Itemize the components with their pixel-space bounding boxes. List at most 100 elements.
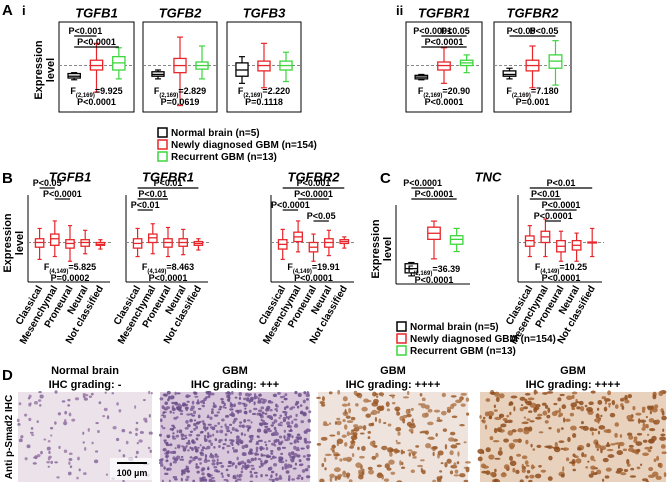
nucleus [346,431,351,437]
nucleus [256,441,259,445]
nucleus [30,427,34,430]
nucleus [307,418,311,423]
nucleus [306,454,311,457]
nucleus [277,392,281,395]
nucleus [17,422,21,426]
nucleus [374,416,378,422]
nucleus [303,430,308,434]
nucleus [199,451,203,455]
nucleus [162,448,167,452]
nucleus [621,405,625,410]
nucleus [238,424,243,428]
significance-label: P<0.0001 [271,200,310,210]
nucleus [287,477,291,482]
nucleus [165,459,169,462]
nucleus [624,399,630,404]
nucleus [290,458,294,463]
nucleus [272,431,275,435]
nucleus [598,425,606,430]
nucleus [654,404,659,409]
nucleus [282,419,286,423]
significance-label: P<0.05 [307,211,336,221]
nucleus [31,434,35,437]
nucleus [626,463,631,467]
nucleus [558,412,564,417]
nucleus [211,454,215,459]
nucleus [56,476,60,479]
nucleus [415,445,420,448]
nucleus [185,420,189,424]
nucleus [562,447,570,451]
nucleus [616,450,624,456]
nucleus [176,444,181,448]
nucleus [523,429,530,435]
nucleus [494,468,497,473]
nucleus [283,429,286,433]
nucleus [572,433,577,438]
stat-df: (2,169) [512,93,531,99]
nucleus [560,473,565,478]
significance-label: P<0.01 [547,178,576,188]
nucleus [166,467,169,471]
nucleus [299,404,303,407]
nucleus [289,407,293,411]
nucleus [279,421,284,424]
nucleus [408,423,416,429]
nucleus [206,435,210,439]
nucleus [642,452,649,456]
nucleus [177,446,181,449]
nucleus [192,410,197,415]
nucleus [244,392,250,397]
nucleus [148,431,153,435]
nucleus [272,413,277,417]
nucleus [444,443,448,450]
nucleus [260,460,263,463]
nucleus [207,473,211,478]
nucleus [506,414,510,418]
nucleus [216,411,221,414]
nucleus [367,466,373,471]
nucleus [562,466,565,472]
nucleus [449,431,456,436]
nucleus [217,421,221,425]
nucleus [249,470,253,474]
nucleus [498,393,505,399]
nucleus [283,406,287,411]
nucleus [395,426,402,432]
stat-df: (4,149) [147,269,166,275]
nucleus [40,450,43,455]
nucleus [353,390,358,395]
nucleus [134,405,137,409]
nucleus [195,463,198,466]
nucleus [274,408,278,411]
nucleus [34,455,38,460]
nucleus [479,415,482,419]
nucleus [586,443,591,448]
nucleus [321,462,325,468]
nucleus [358,474,364,480]
chart-title: TGFBR1 [418,5,470,20]
nucleus [227,398,231,402]
nucleus [341,434,347,438]
significance-label: P<0.0001 [77,37,116,47]
nucleus [48,450,51,455]
nucleus [207,432,210,436]
nucleus [516,453,522,457]
nucleus [439,470,443,473]
nucleus [528,479,533,482]
nucleus [597,399,603,405]
nucleus [272,393,278,398]
nucleus [465,467,470,473]
nucleus [206,445,211,450]
y-axis-label: Expression level [370,218,394,279]
significance-label: P<0.01 [154,178,183,188]
nucleus [148,414,151,418]
nucleus [160,418,163,423]
nucleus [46,446,51,451]
nucleus [588,473,594,478]
nucleus [407,449,413,452]
nucleus [506,419,513,424]
nucleus [136,441,139,445]
nucleus [376,395,379,398]
nucleus [509,411,512,416]
